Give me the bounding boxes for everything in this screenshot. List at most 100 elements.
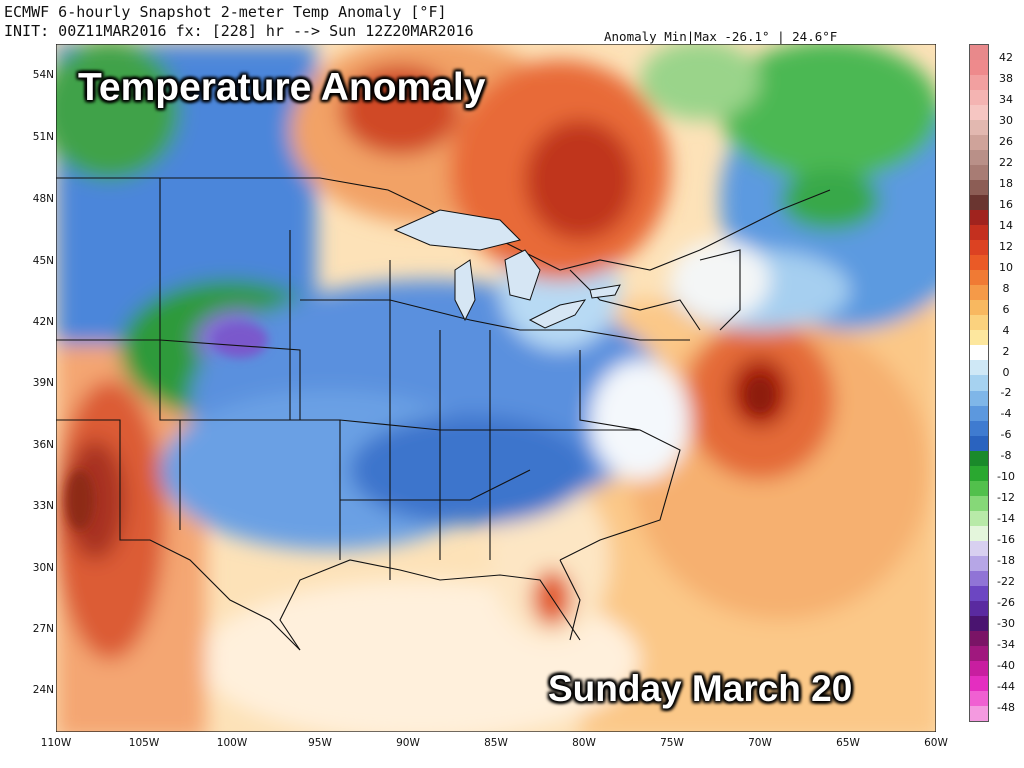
anomaly-field xyxy=(56,44,936,732)
colorbar-swatch xyxy=(970,390,988,407)
colorbar-swatch xyxy=(970,450,988,467)
colorbar-swatch xyxy=(970,300,988,316)
colorbar-label: 38 xyxy=(999,71,1013,85)
colorbar-label: -16 xyxy=(997,533,1015,547)
colorbar-label: 4 xyxy=(1002,323,1010,337)
lat-label: 42N xyxy=(32,316,54,328)
colorbar-label: -22 xyxy=(997,575,1015,589)
colorbar-swatch xyxy=(970,600,988,617)
anomaly-detail xyxy=(66,322,774,530)
lon-label: 95W xyxy=(308,737,332,749)
colorbar-swatch xyxy=(970,165,988,181)
lat-label: 39N xyxy=(32,377,54,389)
colorbar-label: -4 xyxy=(1000,407,1012,421)
colorbar-label: -48 xyxy=(997,701,1015,714)
colorbar-swatch xyxy=(970,465,988,482)
header-init-forecast: INIT: 00Z11MAR2016 fx: [228] hr --> Sun … xyxy=(4,22,474,40)
colorbar-swatch xyxy=(970,225,988,241)
colorbar-label: 6 xyxy=(1002,302,1010,316)
header-model-title: ECMWF 6-hourly Snapshot 2-meter Temp Ano… xyxy=(4,3,447,21)
colorbar-swatch xyxy=(970,330,988,346)
colorbar-swatch xyxy=(970,135,988,151)
colorbar-swatch xyxy=(970,675,988,692)
lat-label: 27N xyxy=(32,623,54,635)
colorbar-label: 34 xyxy=(999,92,1013,106)
colorbar-swatch xyxy=(970,180,988,196)
colorbar-label: -26 xyxy=(997,596,1015,610)
colorbar-label: -2 xyxy=(1000,386,1012,400)
colorbar-label: -8 xyxy=(1000,449,1012,463)
colorbar-swatch xyxy=(970,555,988,572)
colorbar-swatch xyxy=(970,570,988,587)
overlay-title: Temperature Anomaly xyxy=(78,66,486,109)
colorbar-swatch xyxy=(970,360,988,376)
lat-label: 36N xyxy=(32,439,54,451)
colorbar-label: 42 xyxy=(999,51,1013,64)
lat-label: 33N xyxy=(32,500,54,512)
colorbar-label: 2 xyxy=(1002,344,1010,358)
colorbar-label: -12 xyxy=(997,491,1015,505)
colorbar-swatch xyxy=(970,285,988,301)
colorbar-swatch xyxy=(970,705,988,722)
colorbar xyxy=(969,44,989,722)
colorbar-swatch xyxy=(970,45,988,61)
colorbar-label: 0 xyxy=(1002,365,1010,379)
lat-label: 51N xyxy=(32,131,54,143)
lon-label: 70W xyxy=(748,737,772,749)
colorbar-swatch xyxy=(970,90,988,106)
colorbar-label: 16 xyxy=(999,197,1013,211)
colorbar-swatch xyxy=(970,420,988,437)
colorbar-swatch xyxy=(970,630,988,647)
lon-label: 85W xyxy=(484,737,508,749)
colorbar-swatch xyxy=(970,540,988,557)
colorbar-swatch xyxy=(970,150,988,166)
colorbar-swatch xyxy=(970,75,988,91)
lat-label: 24N xyxy=(32,684,54,696)
colorbar-swatch xyxy=(970,480,988,497)
colorbar-swatch xyxy=(970,60,988,76)
lat-label: 30N xyxy=(32,562,54,574)
lon-label: 80W xyxy=(572,737,596,749)
colorbar-label: 14 xyxy=(999,218,1013,232)
great-lakes xyxy=(393,209,621,329)
overlay-date: Sunday March 20 xyxy=(548,668,853,709)
colorbar-swatch xyxy=(970,120,988,136)
colorbar-label: 30 xyxy=(999,113,1013,127)
colorbar-label: -40 xyxy=(997,659,1015,673)
colorbar-swatch xyxy=(970,510,988,527)
lon-label: 90W xyxy=(396,737,420,749)
colorbar-label: -14 xyxy=(997,512,1015,526)
colorbar-swatch xyxy=(970,255,988,271)
header-anomaly-minmax: Anomaly Min|Max -26.1° | 24.6°F xyxy=(604,29,838,44)
colorbar-label: -18 xyxy=(997,554,1015,568)
lon-label: 75W xyxy=(660,737,684,749)
lon-label: 110W xyxy=(40,737,72,749)
colorbar-swatch xyxy=(970,210,988,226)
colorbar-swatch xyxy=(970,375,988,391)
colorbar-swatch xyxy=(970,405,988,422)
colorbar-label: 12 xyxy=(999,239,1013,253)
lat-label: 54N xyxy=(32,69,54,81)
colorbar-swatch xyxy=(970,690,988,707)
colorbar-swatch xyxy=(970,345,988,361)
lat-label: 48N xyxy=(32,193,54,205)
colorbar-swatch xyxy=(970,525,988,542)
colorbar-label: -34 xyxy=(997,638,1015,652)
lon-label: 65W xyxy=(836,737,860,749)
colorbar-swatch xyxy=(970,660,988,677)
colorbar-swatch xyxy=(970,195,988,211)
colorbar-label: -6 xyxy=(1000,428,1012,442)
colorbar-swatch xyxy=(970,315,988,331)
lon-label: 100W xyxy=(216,737,248,749)
colorbar-label: -44 xyxy=(997,680,1015,694)
colorbar-label: 10 xyxy=(999,260,1013,274)
lon-label: 60W xyxy=(924,737,948,749)
colorbar-swatch xyxy=(970,645,988,662)
colorbar-swatch xyxy=(970,495,988,512)
colorbar-swatch xyxy=(970,435,988,452)
lon-label: 105W xyxy=(128,737,160,749)
colorbar-label: 22 xyxy=(999,155,1013,169)
colorbar-label: 18 xyxy=(999,176,1013,190)
colorbar-swatch xyxy=(970,270,988,286)
